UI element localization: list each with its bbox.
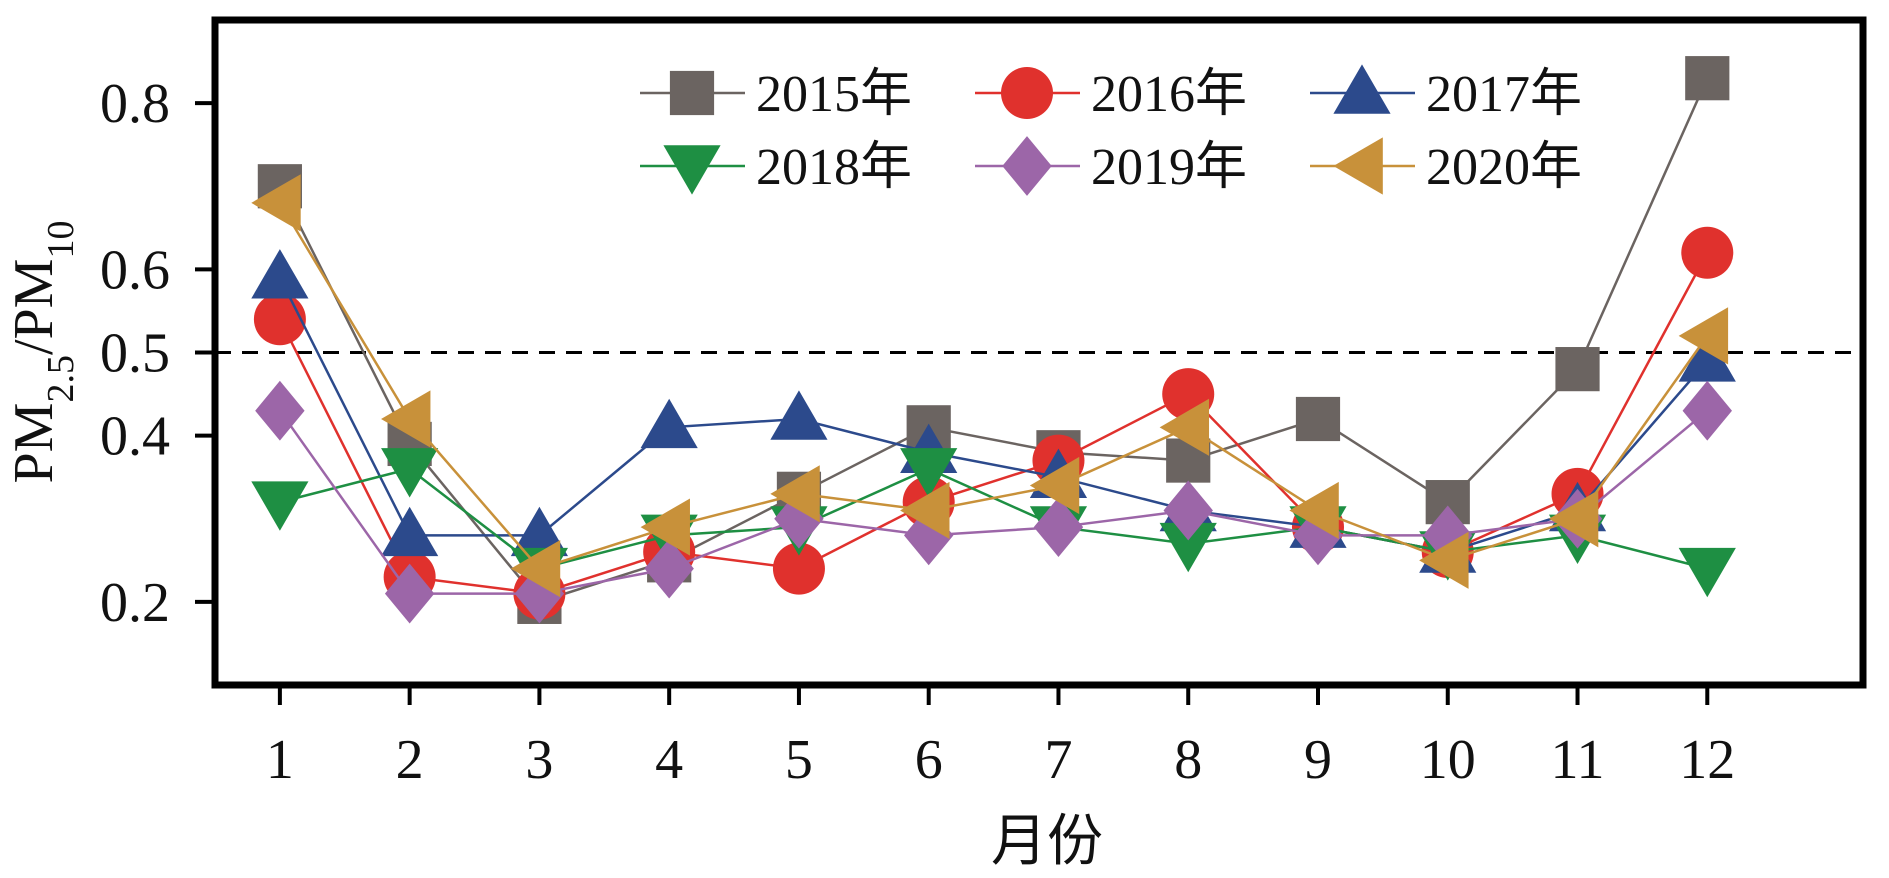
data-point-3-5 <box>900 448 958 498</box>
legend-marker-3 <box>663 145 721 195</box>
y-tick-label: 0.5 <box>100 323 170 385</box>
legend-marker-4 <box>1002 136 1052 196</box>
series-line-3 <box>279 467 1708 570</box>
data-point-2-4 <box>770 390 828 440</box>
y-axis-title-slash-pm: /PM <box>3 259 65 356</box>
data-point-4-11 <box>1682 380 1732 441</box>
data-point-5-1 <box>381 390 431 448</box>
x-tick-label: 11 <box>1551 729 1605 791</box>
data-point-4-1 <box>384 563 435 624</box>
data-point-2-3 <box>640 398 698 449</box>
legend-entry-4: 2019年 <box>975 136 1247 196</box>
series-line-5 <box>278 202 1709 571</box>
x-axis: 1 2 3 4 5 6 7 8 9 10 11 12 <box>266 688 1735 791</box>
data-point-4-8 <box>1293 505 1343 566</box>
data-point-1-11 <box>1681 226 1734 279</box>
data-point-3-11 <box>1678 547 1736 598</box>
data-point-4-0 <box>255 380 305 441</box>
legend-label-4: 2019年 <box>1091 139 1247 196</box>
series-4 <box>255 380 1732 624</box>
data-point-3-1 <box>381 448 439 498</box>
data-point-5-4 <box>770 465 820 523</box>
x-tick-label: 10 <box>1420 729 1476 791</box>
data-point-5-2 <box>510 540 561 598</box>
data-point-1-4 <box>772 542 825 595</box>
x-tick-label: 3 <box>525 729 553 791</box>
y-tick-label: 0.8 <box>100 73 170 135</box>
data-point-1-0 <box>253 293 306 346</box>
data-point-2-0 <box>251 249 309 299</box>
data-point-4-6 <box>1033 497 1084 557</box>
data-point-0-8 <box>1295 396 1341 442</box>
legend-entry-3: 2018年 <box>640 139 912 196</box>
legend-marker-1 <box>1001 67 1053 119</box>
data-point-4-2 <box>514 563 565 624</box>
legend-label-5: 2020年 <box>1426 139 1582 196</box>
legend-label-1: 2016年 <box>1091 66 1247 123</box>
legend-marker-5 <box>1333 137 1383 195</box>
data-point-4-3 <box>644 538 694 599</box>
y-axis-title-sub-2-5: 2.5 <box>40 355 82 403</box>
data-point-5-7 <box>1159 398 1210 456</box>
x-tick-label: 9 <box>1304 729 1332 791</box>
data-point-5-0 <box>251 174 301 232</box>
series-group <box>251 56 1736 624</box>
data-point-3-0 <box>251 481 309 531</box>
data-point-5-5 <box>900 481 950 540</box>
x-tick-label: 6 <box>915 729 943 791</box>
data-point-4-9 <box>1423 505 1473 566</box>
y-axis-title: PM2.5/PM10 <box>3 221 82 484</box>
series-5 <box>251 174 1729 598</box>
legend: 2015年 2016年 2017年 2018年 2019年 2020年 <box>640 64 1582 196</box>
data-point-4-7 <box>1163 480 1213 541</box>
legend-entry-2: 2017年 <box>1310 64 1582 123</box>
data-point-3-7 <box>1159 522 1217 573</box>
legend-marker-0 <box>669 70 715 116</box>
x-axis-title: 月份 <box>991 811 1103 873</box>
series-2 <box>251 249 1736 573</box>
y-axis-title-pm: PM <box>3 403 65 484</box>
series-line-2 <box>278 277 1709 554</box>
data-point-0-11 <box>1685 56 1730 101</box>
x-tick-label: 12 <box>1679 729 1735 791</box>
data-point-2-1 <box>381 506 439 557</box>
x-tick-label: 5 <box>785 729 813 791</box>
y-axis: 0.2 0.4 0.5 0.6 0.8 <box>100 73 212 634</box>
data-point-0-10 <box>1555 347 1600 392</box>
data-point-2-11 <box>1678 332 1736 382</box>
data-point-5-3 <box>640 498 690 556</box>
data-point-5-10 <box>1548 490 1599 548</box>
series-line-0 <box>278 77 1709 604</box>
x-tick-label: 1 <box>266 729 294 791</box>
y-tick-label: 0.2 <box>100 572 170 634</box>
legend-marker-2 <box>1333 64 1391 114</box>
legend-label-2: 2017年 <box>1426 66 1582 123</box>
series-line-1 <box>278 252 1709 595</box>
data-point-5-8 <box>1289 481 1339 540</box>
y-tick-label: 0.6 <box>100 239 170 301</box>
legend-entry-1: 2016年 <box>975 66 1247 123</box>
y-axis-title-sub-10: 10 <box>40 221 82 259</box>
y-tick-label: 0.4 <box>100 406 170 468</box>
data-point-5-11 <box>1678 307 1729 365</box>
data-point-5-9 <box>1419 531 1469 589</box>
x-tick-label: 7 <box>1044 729 1072 791</box>
x-tick-label: 2 <box>396 729 424 791</box>
legend-entry-0: 2015年 <box>640 66 912 123</box>
legend-label-0: 2015年 <box>756 66 912 123</box>
x-tick-label: 4 <box>655 729 683 791</box>
series-1 <box>253 226 1734 620</box>
series-line-4 <box>278 409 1709 595</box>
legend-entry-5: 2020年 <box>1310 137 1582 196</box>
data-point-5-6 <box>1029 456 1080 515</box>
x-tick-label: 8 <box>1174 729 1202 791</box>
legend-label-3: 2018年 <box>756 139 912 196</box>
